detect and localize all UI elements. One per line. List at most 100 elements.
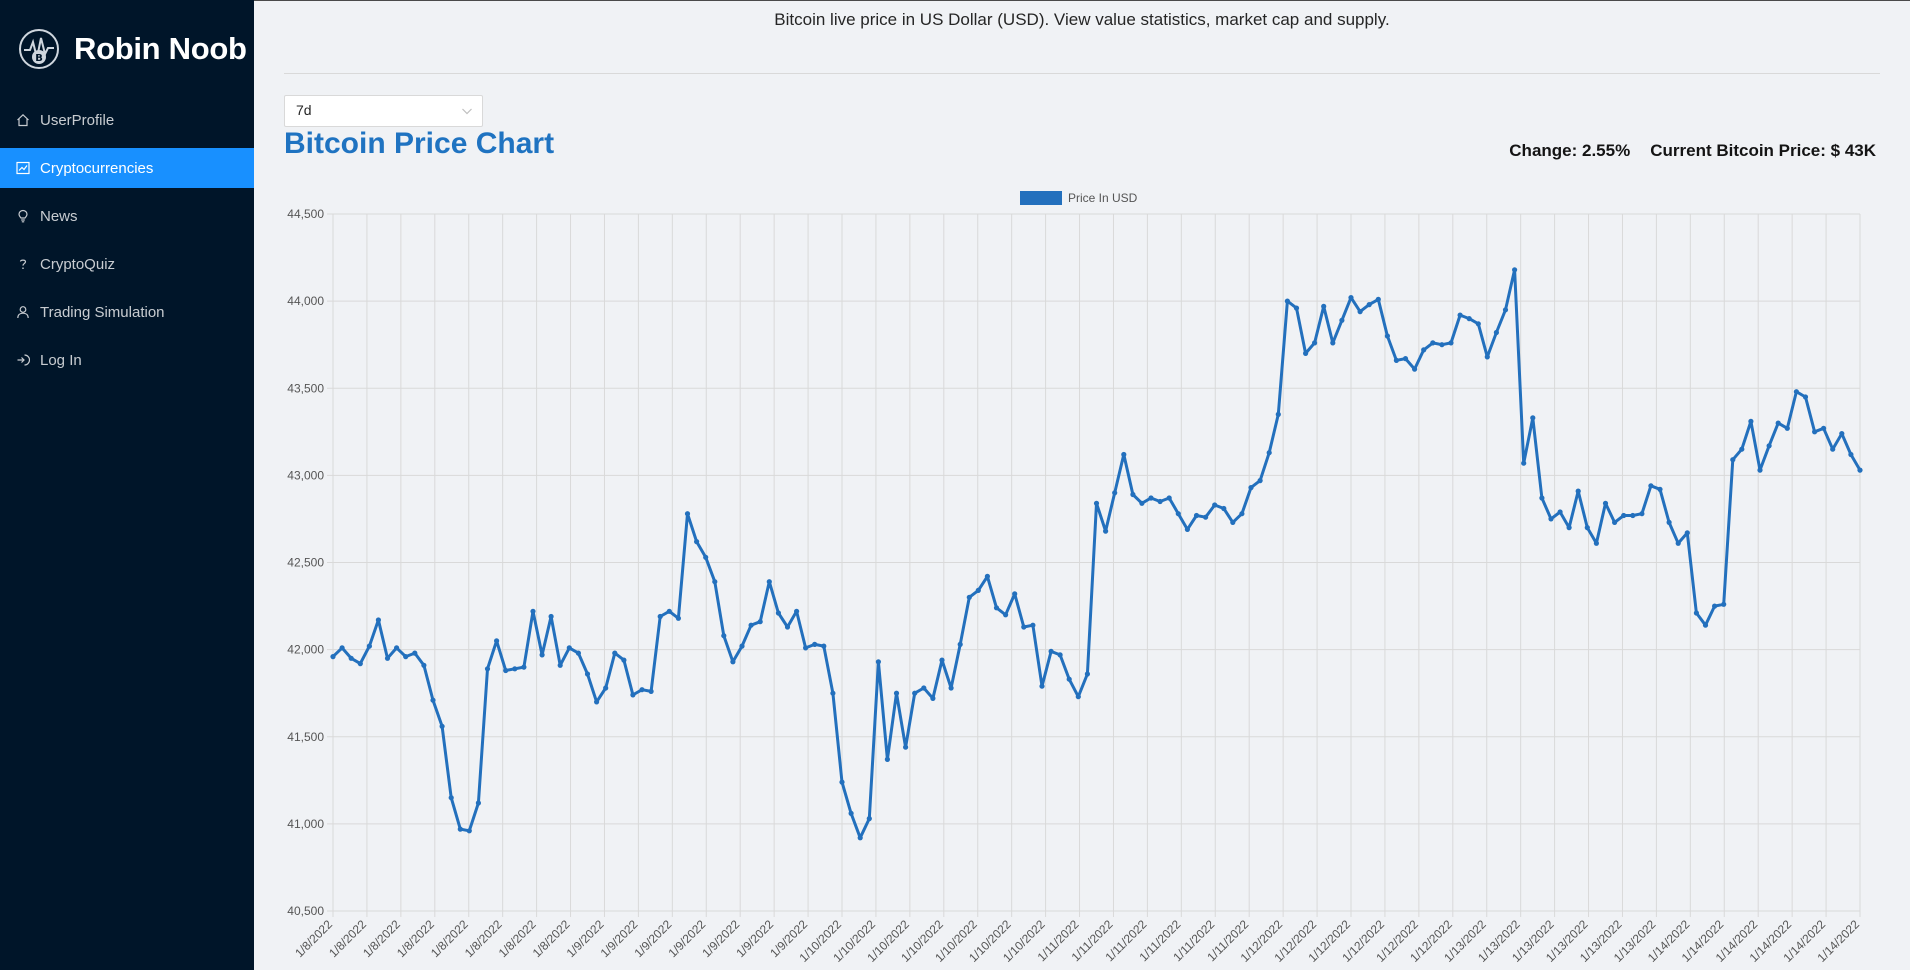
- data-point: [1512, 267, 1518, 273]
- data-point: [857, 835, 863, 841]
- data-point: [484, 666, 491, 672]
- data-point: [1384, 333, 1390, 339]
- data-point: [448, 795, 454, 801]
- data-point: [1012, 591, 1018, 597]
- legend-label: Price In USD: [1068, 191, 1138, 205]
- sidebar-item-cryptoquiz[interactable]: CryptoQuiz: [0, 244, 254, 284]
- data-point: [694, 539, 700, 545]
- data-point: [1402, 356, 1409, 362]
- sidebar-item-cryptocurrencies[interactable]: Cryptocurrencies: [0, 148, 254, 188]
- sidebar-item-log-in[interactable]: Log In: [0, 340, 254, 380]
- data-point: [1175, 511, 1181, 517]
- data-point: [1093, 500, 1100, 506]
- y-tick-label: 44,000: [287, 294, 324, 308]
- data-point: [1266, 450, 1272, 456]
- data-point: [1439, 342, 1445, 348]
- data-point: [1121, 451, 1127, 458]
- home-icon: [17, 113, 29, 127]
- data-point: [1666, 519, 1672, 525]
- data-point: [530, 608, 536, 614]
- data-point: [1103, 528, 1109, 534]
- data-point: [1084, 671, 1090, 677]
- data-point: [1330, 340, 1336, 346]
- data-point: [1021, 624, 1027, 630]
- current-price: Current Bitcoin Price: $ 43K: [1650, 141, 1876, 160]
- data-point: [1148, 495, 1154, 501]
- sidebar-item-userprofile[interactable]: UserProfile: [0, 100, 254, 140]
- data-point: [1475, 321, 1481, 327]
- data-point: [1712, 603, 1718, 609]
- data-point: [1039, 683, 1045, 689]
- data-point: [1393, 357, 1399, 363]
- sidebar-item-news[interactable]: News: [0, 196, 254, 236]
- data-point: [1212, 502, 1218, 508]
- data-point: [1293, 305, 1300, 311]
- y-tick-label: 42,500: [287, 556, 324, 570]
- data-point: [621, 657, 627, 663]
- data-point: [703, 554, 709, 560]
- data-point: [1248, 485, 1254, 491]
- y-tick-label: 41,500: [287, 730, 324, 744]
- data-point: [1639, 511, 1645, 517]
- sidebar: B Robin Noob UserProfile Cryptocurrencie…: [0, 0, 254, 970]
- y-tick-label: 43,500: [287, 381, 324, 395]
- data-point: [1521, 460, 1527, 466]
- sidebar-item-label: CryptoQuiz: [40, 255, 116, 273]
- data-point: [430, 697, 436, 703]
- data-point: [1348, 295, 1354, 301]
- data-point: [766, 579, 772, 585]
- sidebar-item-trading-simulation[interactable]: Trading Simulation: [0, 292, 254, 332]
- price-line-chart: Price In USD 40,500 41,000 41,500 42,000 42,…: [287, 191, 1863, 965]
- brand[interactable]: B Robin Noob: [18, 24, 247, 74]
- data-point: [1839, 431, 1845, 437]
- data-point: [1657, 486, 1663, 492]
- timeperiod-select[interactable]: 7d: [284, 95, 483, 127]
- data-point: [1139, 500, 1145, 506]
- data-point: [784, 624, 791, 630]
- data-point: [1693, 610, 1699, 616]
- data-point: [1748, 418, 1754, 424]
- data-point: [984, 573, 991, 579]
- data-point: [1412, 366, 1418, 372]
- sidebar-item-label: Cryptocurrencies: [40, 159, 154, 177]
- data-point: [1284, 298, 1290, 304]
- data-point: [521, 664, 527, 670]
- data-point: [839, 779, 845, 785]
- data-point: [1739, 446, 1745, 452]
- data-point: [1539, 495, 1545, 501]
- data-point: [1275, 411, 1281, 417]
- svg-text:B: B: [35, 53, 43, 64]
- data-point: [557, 662, 563, 668]
- data-point: [1166, 495, 1172, 501]
- data-point: [1721, 601, 1727, 607]
- y-tick-label: 44,500: [287, 207, 324, 221]
- data-point: [403, 654, 409, 660]
- data-point: [457, 826, 463, 832]
- data-point: [912, 690, 918, 696]
- data-point: [893, 690, 900, 696]
- data-point: [1575, 488, 1581, 494]
- data-point: [1375, 296, 1381, 302]
- data-point: [1648, 483, 1654, 489]
- data-point: [803, 645, 809, 651]
- data-point: [339, 645, 345, 651]
- data-point: [921, 685, 927, 691]
- data-point: [903, 744, 909, 750]
- data-point: [1630, 512, 1636, 519]
- data-point: [830, 690, 836, 696]
- data-point: [866, 816, 872, 822]
- data-point: [1312, 340, 1318, 346]
- data-point: [821, 643, 827, 649]
- data-point: [712, 579, 718, 585]
- y-tick-label: 42,000: [287, 643, 324, 657]
- data-point: [812, 641, 818, 647]
- data-point: [875, 659, 882, 665]
- data-point: [384, 655, 391, 661]
- chart-grid: [327, 213, 1861, 917]
- data-point: [1221, 505, 1227, 512]
- data-point: [1421, 347, 1427, 353]
- data-point: [1775, 420, 1781, 426]
- data-point: [966, 594, 972, 600]
- question-icon: [19, 259, 27, 269]
- data-point: [548, 613, 554, 620]
